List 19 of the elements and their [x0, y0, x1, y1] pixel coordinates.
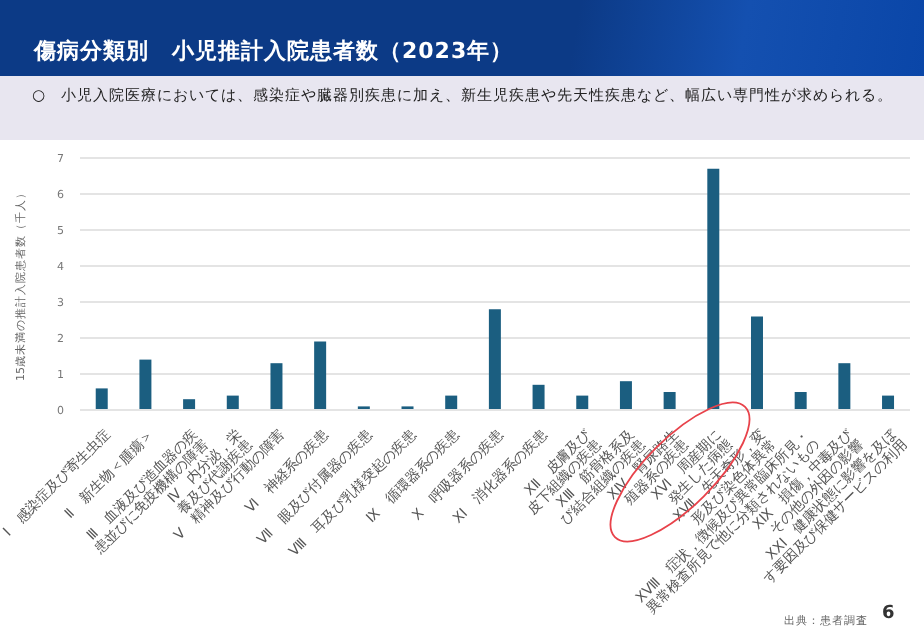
bar [270, 363, 283, 410]
bar [619, 381, 632, 410]
chart-title: 傷病分類別 小児推計入院患者数（2023年） [34, 36, 514, 66]
bar [663, 392, 676, 410]
bar [882, 395, 895, 410]
bar [576, 395, 589, 410]
bar [183, 399, 196, 410]
bar [95, 388, 108, 410]
bar [750, 316, 763, 410]
bar [838, 363, 851, 410]
bar [707, 168, 720, 410]
text: 6 [882, 604, 895, 624]
bar [532, 384, 545, 410]
bar [226, 395, 239, 410]
bar [314, 341, 327, 410]
bar [139, 359, 152, 410]
bar [794, 392, 807, 410]
bar [445, 395, 458, 410]
bar [488, 309, 501, 410]
